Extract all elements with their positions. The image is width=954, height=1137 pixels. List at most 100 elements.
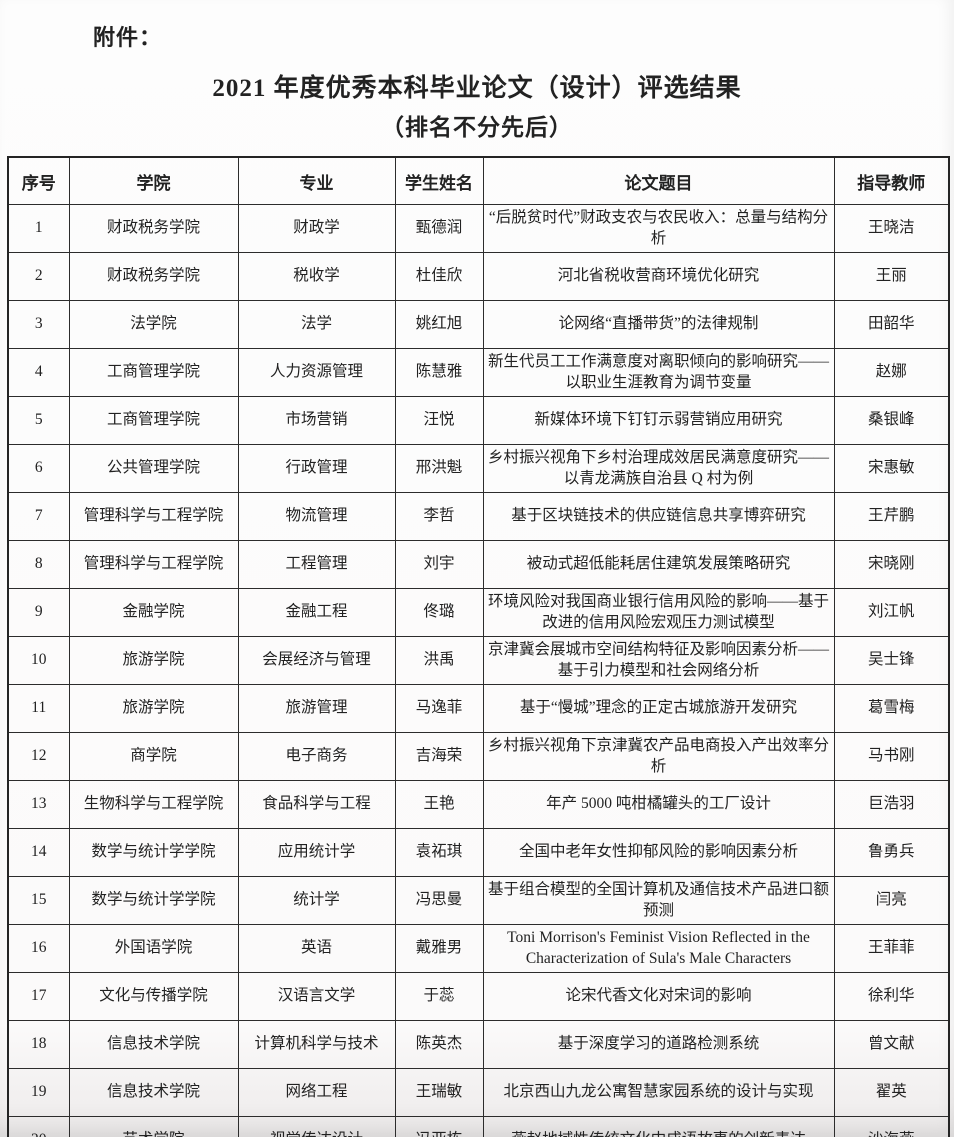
cell-major: 网络工程 [237,1068,396,1117]
cell-no: 11 [7,684,70,733]
cell-student: 杜佳欣 [394,252,484,301]
cell-title: 基于区块链技术的供应链信息共享博弈研究 [482,492,835,541]
cell-no: 3 [7,300,70,349]
cell-no: 9 [7,588,70,637]
table-row: 16 外国语学院 英语 戴雅男 Toni Morrison's Feminist Vis… [7,924,950,973]
cell-major: 英语 [237,924,396,973]
col-header-no: 序号 [7,156,70,205]
cell-no: 8 [7,540,70,589]
cell-major: 旅游管理 [237,684,396,733]
cell-college: 财政税务学院 [68,204,239,253]
cell-student: 于蕊 [394,972,484,1021]
cell-major: 市场营销 [237,396,396,445]
cell-no: 16 [7,924,70,973]
cell-college: 信息技术学院 [68,1020,239,1069]
table-header-row: 序号 学院 专业 学生姓名 论文题目 指导教师 [7,156,950,205]
table-row: 3 法学院 法学 姚红旭 论网络“直播带货”的法律规制 田韶华 [7,300,950,349]
page-subtitle: （排名不分先后） [381,115,573,140]
table-row: 11 旅游学院 旅游管理 马逸菲 基于“慢城”理念的正定古城旅游开发研究 葛雪梅 [7,684,950,733]
cell-student: 袁祏琪 [394,828,484,877]
cell-college: 管理科学与工程学院 [68,492,239,541]
cell-no: 14 [7,828,70,877]
cell-advisor: 吴士锋 [833,636,950,685]
cell-title: 新生代员工工作满意度对离职倾向的影响研究——以职业生涯教育为调节变量 [482,348,835,397]
cell-advisor: 宋惠敏 [833,444,950,493]
cell-advisor: 王芹鹏 [833,492,950,541]
table-row: 10 旅游学院 会展经济与管理 洪禹 京津冀会展城市空间结构特征及影响因素分析——基于引… [7,636,950,685]
cell-major: 金融工程 [237,588,396,637]
cell-advisor: 马书刚 [833,732,950,781]
cell-college: 文化与传播学院 [68,972,239,1021]
cell-advisor: 沙海燕 [833,1116,950,1137]
cell-title: “后脱贫时代”财政支农与农民收入：总量与结构分析 [482,204,835,253]
cell-no: 15 [7,876,70,925]
cell-title: Toni Morrison's Feminist Vision Reflecte… [482,924,835,973]
cell-major: 计算机科学与技术 [237,1020,396,1069]
cell-advisor: 田韶华 [833,300,950,349]
cell-college: 艺术学院 [68,1116,239,1137]
cell-title: 新媒体环境下钉钉示弱营销应用研究 [482,396,835,445]
cell-title: 河北省税收营商环境优化研究 [482,252,835,301]
cell-student: 冯思曼 [394,876,484,925]
cell-advisor: 王丽 [833,252,950,301]
cell-college: 旅游学院 [68,636,239,685]
cell-no: 18 [7,1020,70,1069]
table-row: 17 文化与传播学院 汉语言文学 于蕊 论宋代香文化对宋词的影响 徐利华 [7,972,950,1021]
cell-major: 会展经济与管理 [237,636,396,685]
cell-title: 乡村振兴视角下乡村治理成效居民满意度研究——以青龙满族自治县 Q 村为例 [482,444,835,493]
cell-advisor: 葛雪梅 [833,684,950,733]
cell-major: 工程管理 [237,540,396,589]
cell-advisor: 徐利华 [833,972,950,1021]
cell-major: 统计学 [237,876,396,925]
cell-major: 食品科学与工程 [237,780,396,829]
cell-student: 洪禹 [394,636,484,685]
attachment-label: 附件： [93,25,163,50]
cell-major: 税收学 [237,252,396,301]
cell-major: 法学 [237,300,396,349]
table-row: 13 生物科学与工程学院 食品科学与工程 王艳 年产 5000 吨柑橘罐头的工厂设计 巨浩… [7,780,950,829]
table-body: 1 财政税务学院 财政学 甄德润 “后脱贫时代”财政支农与农民收入：总量与结构分析 王晓洁… [7,204,950,1137]
cell-advisor: 翟英 [833,1068,950,1117]
cell-student: 陈英杰 [394,1020,484,1069]
cell-major: 物流管理 [237,492,396,541]
cell-title: 北京西山九龙公寓智慧家园系统的设计与实现 [482,1068,835,1117]
cell-student: 陈慧雅 [394,348,484,397]
cell-student: 汪悦 [394,396,484,445]
cell-college: 外国语学院 [68,924,239,973]
table-row: 12 商学院 电子商务 吉海荣 乡村振兴视角下京津冀农产品电商投入产出效率分析 马书刚 [7,732,950,781]
cell-major: 汉语言文学 [237,972,396,1021]
cell-advisor: 桑银峰 [833,396,950,445]
cell-title: 论网络“直播带货”的法律规制 [482,300,835,349]
cell-advisor: 闫亮 [833,876,950,925]
cell-title: 被动式超低能耗居住建筑发展策略研究 [482,540,835,589]
cell-major: 人力资源管理 [237,348,396,397]
cell-college: 工商管理学院 [68,396,239,445]
cell-major: 视觉传达设计 [237,1116,396,1137]
cell-student: 李哲 [394,492,484,541]
table-row: 8 管理科学与工程学院 工程管理 刘宇 被动式超低能耗居住建筑发展策略研究 宋晓刚 [7,540,950,589]
cell-no: 10 [7,636,70,685]
cell-no: 17 [7,972,70,1021]
table-row: 6 公共管理学院 行政管理 邢洪魁 乡村振兴视角下乡村治理成效居民满意度研究——以青龙满… [7,444,950,493]
cell-no: 13 [7,780,70,829]
table-row: 7 管理科学与工程学院 物流管理 李哲 基于区块链技术的供应链信息共享博弈研究 王芹鹏 [7,492,950,541]
cell-major: 财政学 [237,204,396,253]
cell-no: 12 [7,732,70,781]
cell-title: 基于深度学习的道路检测系统 [482,1020,835,1069]
cell-college: 公共管理学院 [68,444,239,493]
cell-student: 甄德润 [394,204,484,253]
col-header-title: 论文题目 [482,156,835,205]
table-row: 1 财政税务学院 财政学 甄德润 “后脱贫时代”财政支农与农民收入：总量与结构分析 王晓洁 [7,204,950,253]
cell-major: 行政管理 [237,444,396,493]
col-header-major: 专业 [237,156,396,205]
cell-no: 7 [7,492,70,541]
cell-advisor: 曾文献 [833,1020,950,1069]
cell-student: 邢洪魁 [394,444,484,493]
cell-student: 王瑞敏 [394,1068,484,1117]
col-header-student: 学生姓名 [394,156,484,205]
cell-college: 生物科学与工程学院 [68,780,239,829]
cell-title: 燕赵地域性传统文化中成语故事的创新表达 [482,1116,835,1137]
cell-no: 6 [7,444,70,493]
cell-advisor: 鲁勇兵 [833,828,950,877]
cell-no: 4 [7,348,70,397]
